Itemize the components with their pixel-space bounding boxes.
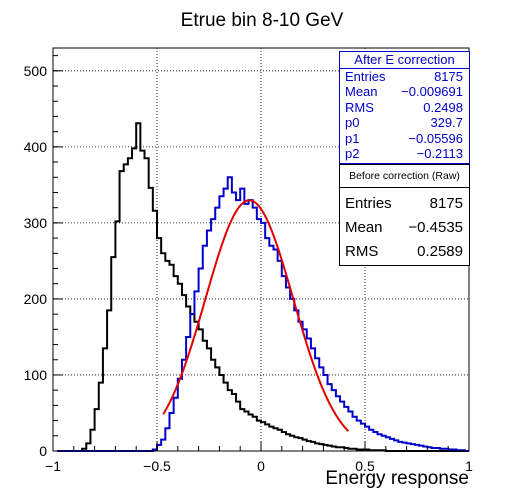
x-tick-label: −0.5	[143, 458, 171, 474]
stats-value: 0.2498	[423, 99, 463, 115]
stats-after-row: p1 −0.05596	[340, 131, 469, 147]
stats-value: 8175	[434, 68, 463, 84]
stats-raw-title: Before correction (Raw)	[340, 165, 469, 188]
chart-title: Etrue bin 8-10 GeV	[181, 10, 344, 31]
stats-value: −0.2113	[416, 146, 463, 161]
stats-value: −0.009691	[401, 84, 463, 99]
gaussian-fit-line	[162, 199, 350, 432]
histogram-raw	[57, 122, 469, 452]
stats-value: 0.2589	[417, 243, 463, 260]
stats-label: p0	[345, 115, 360, 130]
stats-value: 8175	[429, 195, 463, 212]
y-tick-label: 200	[24, 291, 48, 307]
stats-label: RMS	[345, 99, 374, 115]
stats-label: RMS	[345, 243, 379, 260]
stats-value: −0.4535	[408, 219, 463, 236]
stats-after-row: Entries 8175	[340, 69, 469, 85]
stats-label: p2	[345, 146, 360, 161]
y-tick-label: 300	[24, 215, 48, 231]
stats-value: 329.7	[430, 115, 463, 130]
stats-raw-row: Entries 8175	[340, 192, 469, 216]
stats-box-after-correction: After E correction Entries 8175 Mean −0.009…	[339, 51, 470, 164]
x-tick-label: 0	[257, 458, 265, 474]
stats-label: Entries	[345, 68, 386, 84]
stats-after-row: p2 −0.2113	[340, 146, 469, 162]
stats-raw-row: Mean −0.4535	[340, 216, 469, 240]
stats-after-row: RMS 0.2498	[340, 100, 469, 116]
y-tick-label: 100	[24, 367, 48, 383]
x-tick-label: 1	[465, 458, 473, 474]
stats-label: Mean	[345, 219, 383, 236]
stats-after-row: p0 329.7	[340, 115, 469, 131]
y-tick-label: 0	[39, 443, 47, 459]
x-axis-label: Energy response	[325, 468, 469, 489]
y-tick-label: 400	[24, 139, 48, 155]
stats-label: Mean	[345, 84, 378, 99]
stats-value: −0.05596	[408, 130, 463, 146]
stats-after-title: After E correction	[340, 52, 469, 69]
fit-curve	[162, 199, 350, 432]
axes: −1 −0.5 0 0.5 1 0 100 200 300 400 500	[24, 55, 473, 474]
histogram-after-correction	[57, 176, 469, 452]
stats-after-row: Mean −0.009691	[340, 84, 469, 100]
stats-box-raw: Before correction (Raw) Entries 8175 Mean −…	[339, 164, 470, 266]
stats-label: Entries	[345, 195, 392, 212]
y-tick-label: 500	[24, 63, 48, 79]
histograms	[57, 122, 469, 452]
x-tick-label: 0.5	[355, 458, 375, 474]
stats-label: p1	[345, 130, 360, 146]
x-tick-label: −1	[45, 458, 61, 474]
stats-raw-row: RMS 0.2589	[340, 240, 469, 264]
